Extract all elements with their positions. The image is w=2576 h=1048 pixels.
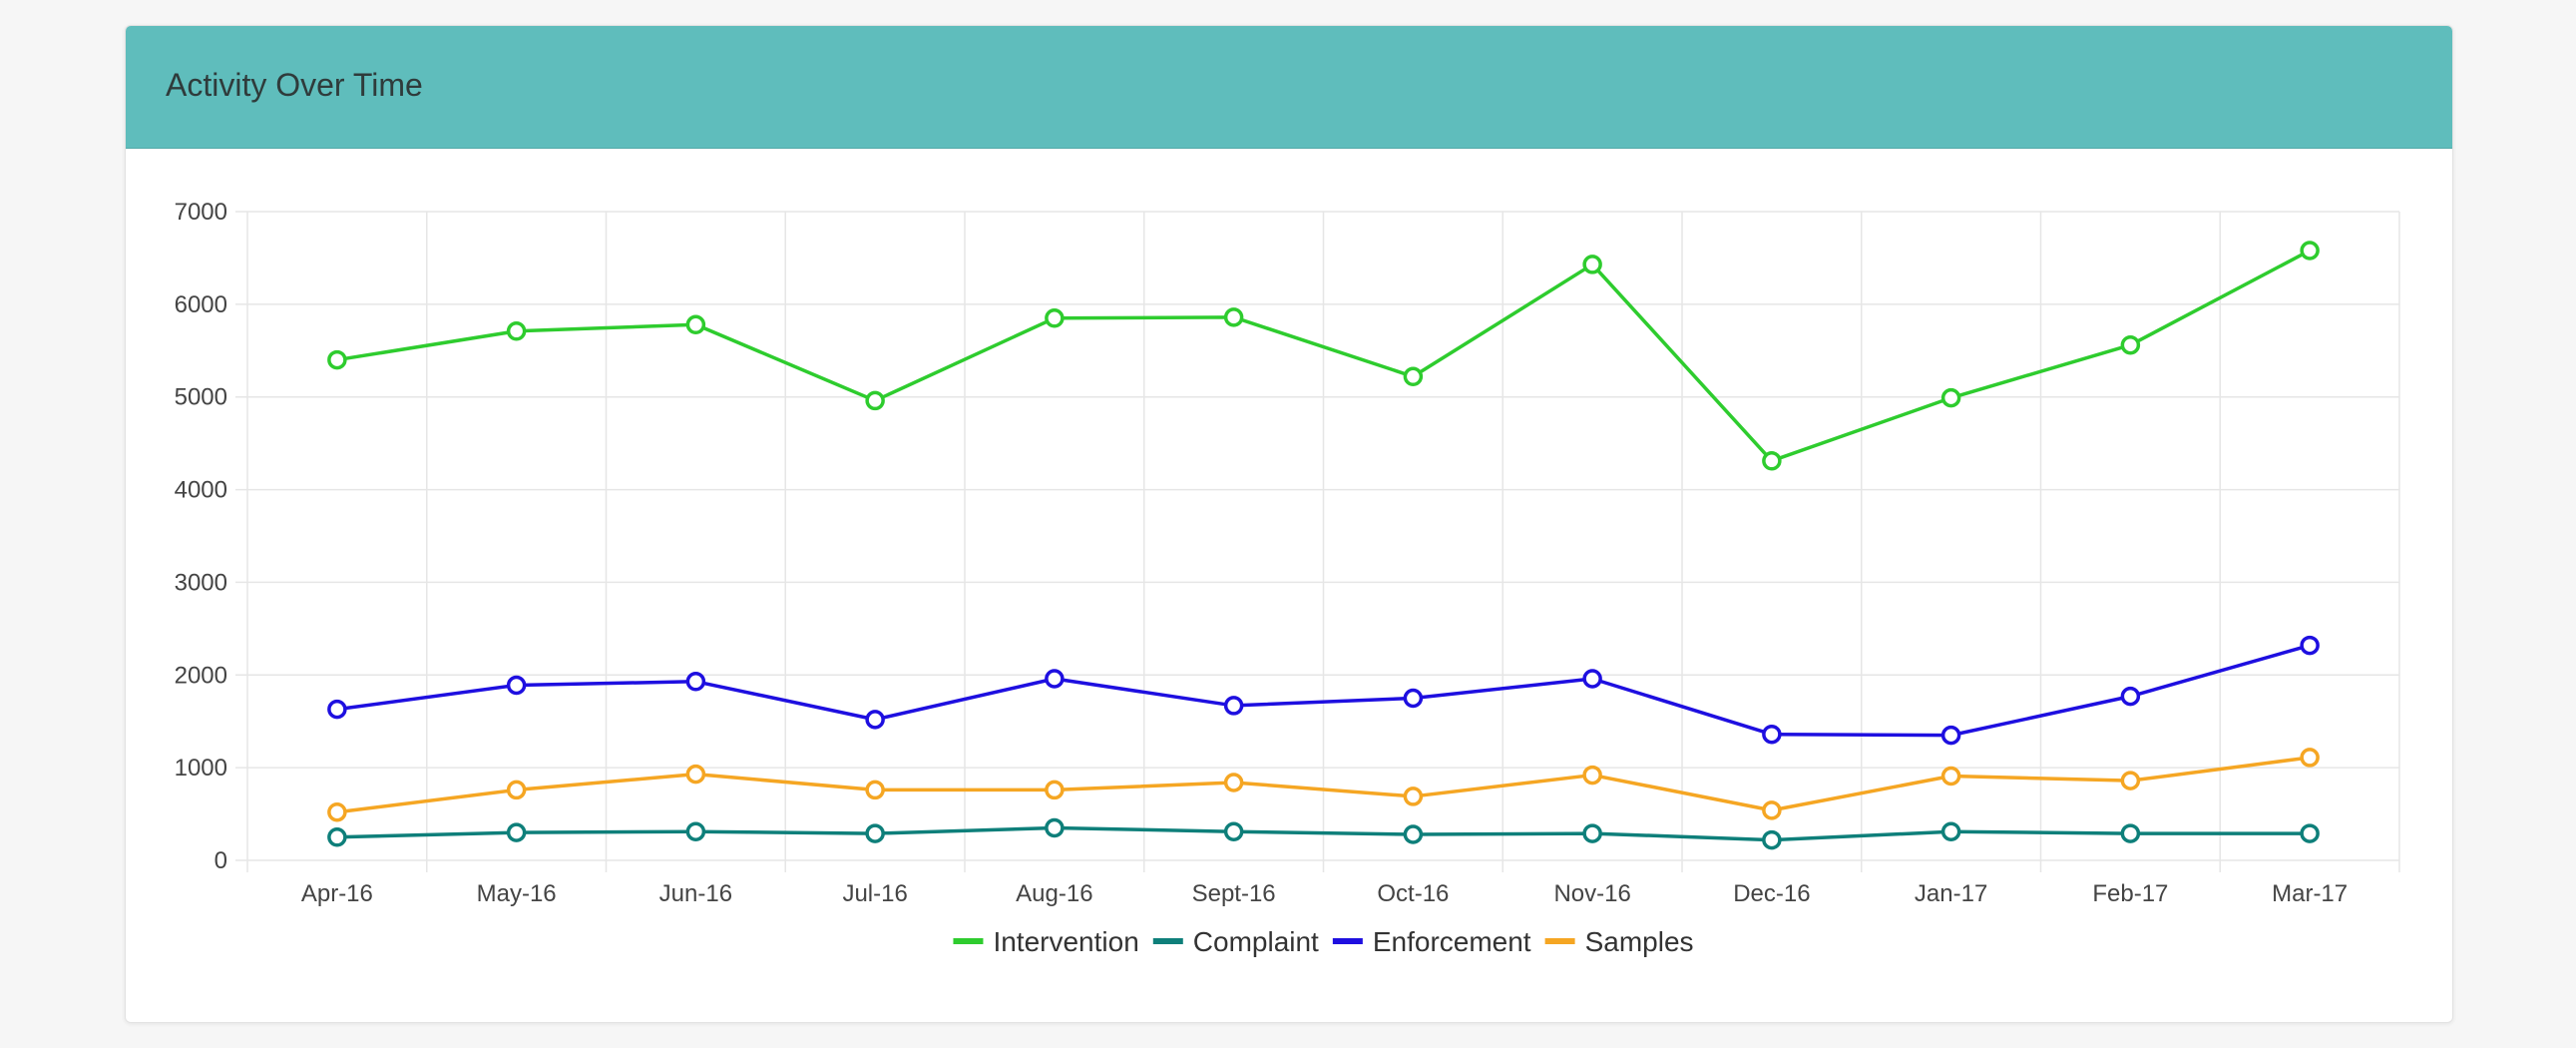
panel-header: Activity Over Time	[126, 26, 2452, 149]
data-point[interactable]	[1403, 688, 1424, 709]
y-tick-label: 1000	[175, 755, 227, 782]
series-intervention	[327, 241, 2320, 471]
data-point[interactable]	[1403, 786, 1424, 806]
data-point[interactable]	[327, 349, 347, 370]
x-tick-label: Feb-17	[2092, 880, 2168, 907]
legend-label: Intervention	[993, 926, 1138, 957]
y-tick-label: 0	[215, 847, 227, 874]
x-tick-label: Apr-16	[301, 880, 373, 907]
data-point[interactable]	[506, 822, 527, 842]
data-point[interactable]	[1223, 307, 1244, 327]
data-point[interactable]	[2300, 635, 2320, 656]
x-tick-label: Nov-16	[1553, 880, 1630, 907]
data-point[interactable]	[1582, 765, 1602, 786]
x-tick-label: Aug-16	[1016, 880, 1092, 907]
data-point[interactable]	[865, 390, 885, 411]
data-point[interactable]	[865, 710, 885, 730]
data-point[interactable]	[1223, 696, 1244, 716]
x-tick-label: Mar-17	[2272, 880, 2348, 907]
data-point[interactable]	[1582, 255, 1602, 274]
data-point[interactable]	[2300, 823, 2320, 843]
panel-title: Activity Over Time	[166, 67, 423, 103]
y-tick-label: 4000	[175, 477, 227, 504]
data-point[interactable]	[865, 823, 885, 843]
series-complaint	[327, 817, 2320, 850]
data-point[interactable]	[1940, 725, 1961, 746]
data-point[interactable]	[1762, 724, 1782, 745]
chart-panel: Activity Over Time	[125, 25, 2453, 1023]
y-tick-label: 7000	[175, 199, 227, 226]
y-tick-label: 5000	[175, 384, 227, 411]
data-point[interactable]	[1940, 821, 1961, 841]
legend-label: Samples	[1585, 926, 1694, 957]
data-point[interactable]	[1940, 387, 1961, 408]
x-tick-label: Jul-16	[842, 880, 907, 907]
x-tick-label: Jun-16	[659, 880, 732, 907]
data-point[interactable]	[685, 764, 706, 785]
x-tick-label: May-16	[477, 880, 557, 907]
y-axis-ticks: 0 1000 2000 3000 4000 5000 6000 7000	[175, 199, 227, 874]
data-point[interactable]	[1045, 780, 1065, 800]
x-tick-label: Sept-16	[1192, 880, 1276, 907]
y-tick-label: 3000	[175, 569, 227, 596]
data-point[interactable]	[506, 321, 527, 341]
data-point[interactable]	[1762, 829, 1782, 850]
data-point[interactable]	[2120, 686, 2141, 707]
series-enforcement	[327, 635, 2320, 746]
chart-legend[interactable]: Intervention Complaint Enforcement Samples	[953, 926, 1694, 957]
data-point[interactable]	[685, 821, 706, 841]
data-point[interactable]	[2300, 241, 2320, 261]
legend-label: Enforcement	[1373, 926, 1531, 957]
legend-item-complaint[interactable]: Complaint	[1152, 926, 1319, 957]
series-line	[336, 825, 2311, 842]
legend-item-intervention[interactable]: Intervention	[953, 926, 1139, 957]
data-point[interactable]	[1223, 773, 1244, 792]
data-point[interactable]	[1223, 821, 1244, 841]
chart-grid	[235, 211, 2400, 872]
data-point[interactable]	[865, 780, 885, 800]
data-point[interactable]	[685, 672, 706, 692]
series-line	[336, 643, 2311, 738]
series-line	[336, 249, 2311, 463]
data-point[interactable]	[1045, 817, 1065, 838]
chart-series	[327, 241, 2320, 850]
data-point[interactable]	[1762, 451, 1782, 471]
legend-item-enforcement[interactable]: Enforcement	[1332, 926, 1531, 957]
data-point[interactable]	[506, 780, 527, 800]
legend-item-samples[interactable]: Samples	[1544, 926, 1694, 957]
data-point[interactable]	[2300, 748, 2320, 768]
data-point[interactable]	[327, 699, 347, 720]
y-tick-label: 6000	[175, 291, 227, 318]
data-point[interactable]	[2120, 771, 2141, 790]
data-point[interactable]	[1045, 669, 1065, 689]
series-samples	[327, 748, 2320, 822]
data-point[interactable]	[327, 801, 347, 822]
x-axis-ticks: Apr-16 May-16 Jun-16 Jul-16 Aug-16 Sept-16 Oct…	[301, 880, 2348, 907]
data-point[interactable]	[2120, 334, 2141, 355]
data-point[interactable]	[1582, 669, 1602, 689]
data-point[interactable]	[1762, 800, 1782, 820]
series-line	[336, 756, 2311, 814]
data-point[interactable]	[2120, 823, 2141, 843]
data-point[interactable]	[685, 314, 706, 335]
y-tick-label: 2000	[175, 662, 227, 689]
data-point[interactable]	[1045, 308, 1065, 328]
x-tick-label: Dec-16	[1733, 880, 1810, 907]
data-point[interactable]	[1403, 824, 1424, 844]
data-point[interactable]	[327, 827, 347, 847]
data-point[interactable]	[506, 675, 527, 696]
legend-label: Complaint	[1193, 926, 1319, 957]
data-point[interactable]	[1403, 366, 1424, 387]
x-tick-label: Oct-16	[1377, 880, 1449, 907]
x-tick-label: Jan-17	[1915, 880, 1987, 907]
data-point[interactable]	[1582, 823, 1602, 843]
data-point[interactable]	[1940, 766, 1961, 786]
